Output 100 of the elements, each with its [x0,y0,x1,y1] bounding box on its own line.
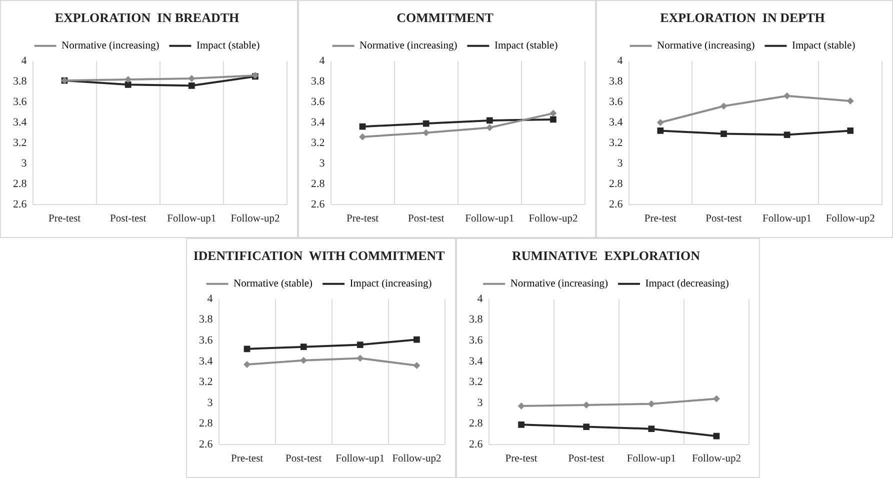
chart-title: RUMINATIVE EXPLORATION [512,248,701,264]
point [713,432,720,440]
y-tick-label: 3 [477,396,484,409]
point [486,117,493,124]
y-tick-label: 3.6 [199,334,214,347]
y-tick-label: 3.4 [311,116,326,128]
x-tick-label: Post-test [286,453,322,464]
legend-label: Normative (increasing) [657,40,756,52]
y-tick-label: 3.8 [311,75,326,88]
y-tick-label: 3.6 [13,96,28,108]
y-tick-label: 3.4 [13,116,28,128]
y-tick-label: 3.2 [609,136,623,149]
y-tick-label: 4 [207,292,214,305]
y-tick-label: 2.8 [311,178,326,190]
x-tick-label: Follow-up2 [230,213,280,224]
point [359,123,366,130]
y-tick-label: 4 [617,54,624,67]
y-tick-label: 3.6 [469,334,484,347]
point [124,81,132,88]
y-tick-label: 3 [319,157,326,170]
point [582,401,590,408]
point [356,354,364,362]
y-tick-label: 4 [477,292,484,305]
x-tick-label: Follow-up2 [528,213,578,224]
point [300,344,307,350]
x-tick-label: Pre-test [230,453,264,464]
point [124,76,132,84]
point [583,424,590,430]
point [486,124,494,132]
y-tick-label: 3 [207,396,214,409]
y-tick-label: 3.2 [13,136,27,149]
x-tick-label: Follow-up1 [465,213,514,224]
y-tick-label: 3.8 [609,75,624,88]
y-tick-label: 3.6 [311,96,326,108]
y-tick-label: 3.4 [199,355,214,368]
x-tick-label: Post-test [110,213,146,224]
y-tick-label: 3.2 [469,376,483,388]
point [648,400,655,408]
y-tick-label: 3 [21,157,28,170]
y-tick-label: 4 [21,54,28,67]
y-tick-label: 3 [617,157,624,170]
chart-title: EXPLORATION IN DEPTH [660,10,825,26]
point [356,342,364,348]
point [720,130,727,137]
x-tick-label: Post-test [706,213,742,224]
y-tick-label: 2.8 [469,418,484,430]
point [422,120,430,127]
y-tick-label: 2.6 [13,198,28,210]
y-tick-label: 3.8 [199,314,214,326]
legend-label: Impact (stable) [196,40,260,52]
point [657,128,664,134]
y-tick-label: 3.4 [469,355,484,368]
point [422,129,430,136]
x-tick-label: Follow-up2 [826,213,875,224]
point [550,110,557,117]
legend-label: Impact (stable) [792,40,856,52]
y-tick-label: 3.2 [311,136,325,149]
legend-label: Normative (increasing) [360,40,458,52]
point [648,426,655,432]
y-tick-label: 3.4 [609,116,624,128]
x-tick-label: Post-test [408,213,444,224]
point [414,336,420,343]
point [784,92,791,100]
x-tick-label: Pre-test [505,453,538,464]
y-tick-label: 2.6 [311,198,326,210]
chart-title: IDENTIFICATION WITH COMMITMENT [193,248,446,264]
y-tick-label: 3.8 [469,314,484,326]
x-tick-label: Follow-up1 [626,453,676,464]
point [518,422,524,428]
point [847,128,854,134]
point [784,132,790,138]
point [359,133,366,140]
x-tick-label: Follow-up2 [392,453,442,464]
x-tick-label: Pre-test [644,213,677,224]
x-tick-label: Pre-test [48,213,81,224]
y-tick-label: 2.8 [199,418,214,430]
point [846,98,854,105]
y-tick-label: 3.8 [13,75,28,88]
y-tick-label: 2.6 [199,438,214,450]
point [413,362,420,370]
y-tick-label: 3.6 [609,96,624,108]
point [188,75,196,82]
point [244,360,251,368]
point [550,116,556,123]
y-tick-label: 2.8 [609,178,624,190]
x-tick-label: Follow-up2 [692,453,741,464]
point [720,102,728,110]
y-tick-label: 4 [319,54,326,67]
chart-title: EXPLORATION IN BREADTH [54,10,240,26]
x-tick-label: Post-test [568,453,605,464]
y-tick-label: 2.6 [469,438,484,450]
point [244,346,250,352]
legend-label: Impact (increasing) [350,278,432,290]
legend-label: Normative (stable) [234,278,314,290]
x-tick-label: Follow-up1 [762,213,812,224]
point [656,119,664,126]
x-tick-label: Pre-test [346,213,379,224]
point [188,82,195,89]
legend-label: Impact (decreasing) [645,278,730,290]
x-tick-label: Follow-up1 [167,213,216,224]
